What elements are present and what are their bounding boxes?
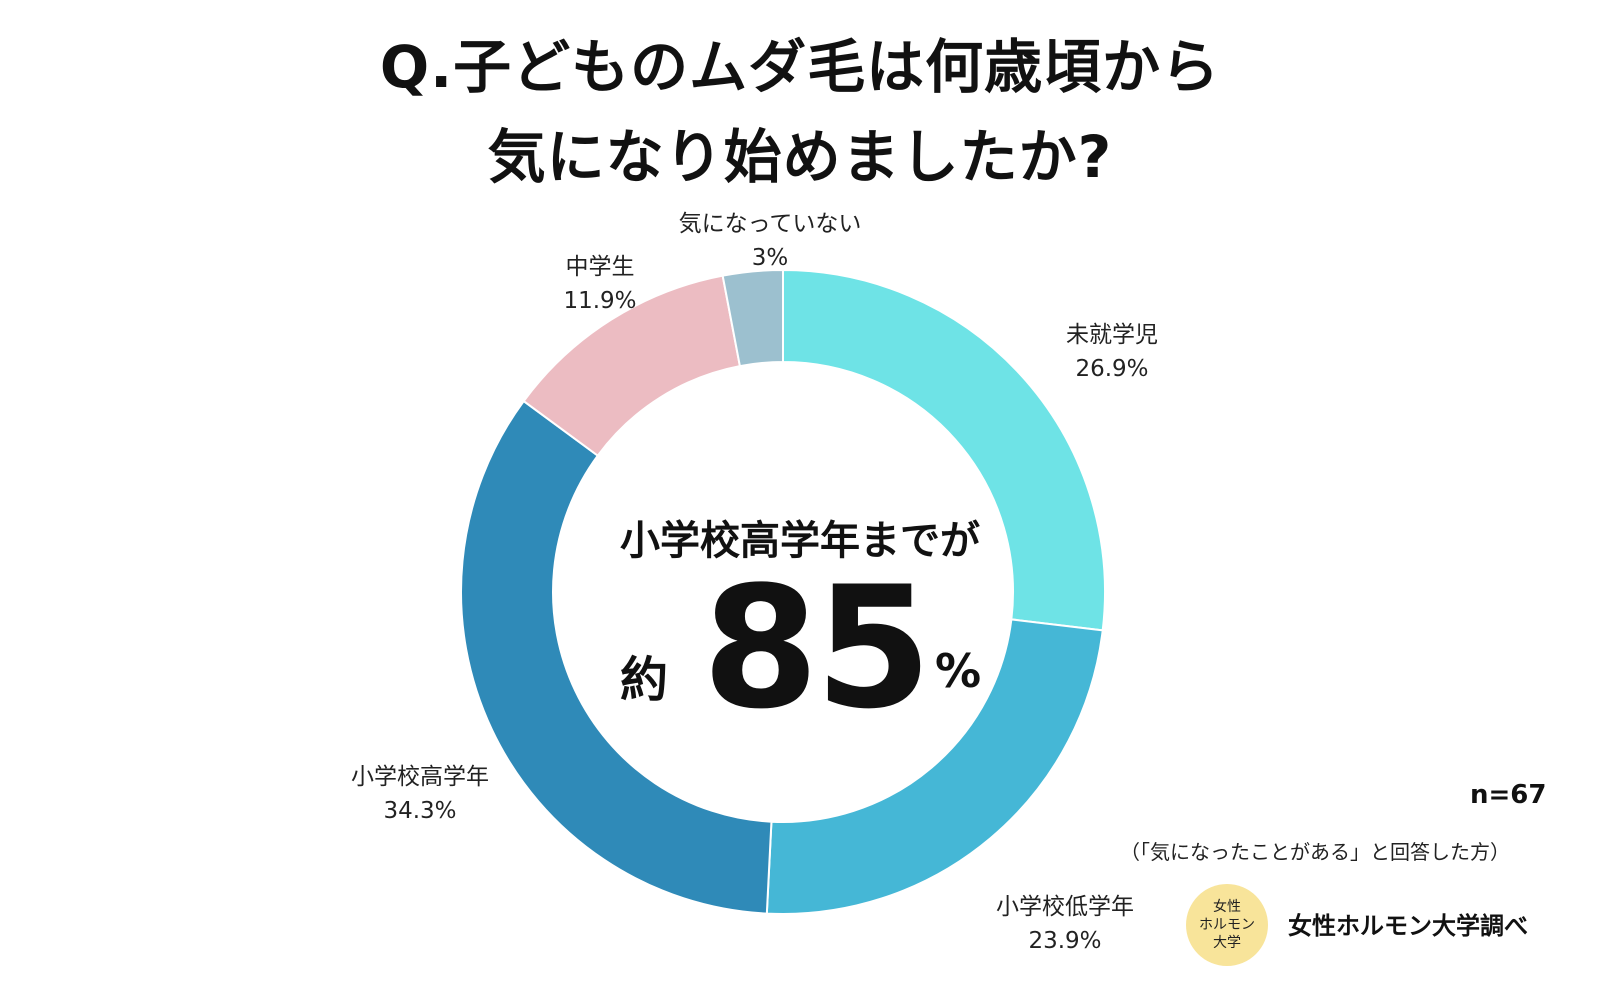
slice-label-value: 34.3% (383, 798, 457, 824)
slice-label-category: 小学校低学年 (996, 894, 1134, 920)
center-suffix: % (935, 644, 982, 698)
sample-size: n=67 (1470, 780, 1547, 810)
source-logo-badge: 女性 ホルモン 大学 (1186, 884, 1268, 966)
chart-title-line1: Q.子どものムダ毛は何歳頃から (379, 33, 1221, 101)
chart-title: Q.子どものムダ毛は何歳頃から 気になり始めましたか? (0, 22, 1600, 202)
slice-label-value: 26.9% (1075, 356, 1149, 382)
slice-label-category: 気になっていない (678, 211, 862, 237)
slice-label-upper-elementary: 小学校高学年 34.3% (335, 760, 505, 828)
center-headline: 小学校高学年までが (620, 518, 980, 564)
slice-label-lower-elementary: 小学校低学年 23.9% (980, 890, 1150, 958)
center-value: 85 (702, 550, 932, 746)
slice-label-category: 中学生 (565, 254, 635, 280)
slice-label-value: 23.9% (1028, 928, 1102, 954)
slice-label-value: 11.9% (563, 288, 637, 314)
respondents-note: （「気になったことがある」と回答した方） (1120, 840, 1510, 864)
slice-label-value: 3% (751, 245, 789, 271)
badge-line: 大学 (1213, 935, 1241, 951)
source-credit: 女性ホルモン大学調べ (1288, 912, 1528, 940)
slice-label-not-concerned: 気になっていない 3% (660, 207, 880, 275)
slice-label-junior-high: 中学生 11.9% (540, 250, 660, 318)
slice-upper-elementary (460, 399, 773, 915)
chart-title-line2: 気になり始めましたか? (487, 123, 1113, 191)
center-prefix: 約 (620, 652, 669, 708)
badge-line: ホルモン (1199, 917, 1255, 933)
slice-lower-elementary (765, 618, 1104, 915)
slice-label-category: 小学校高学年 (351, 764, 489, 790)
slice-not-concerned (721, 268, 784, 368)
slice-pre-school (782, 268, 1106, 632)
slice-label-category: 未就学児 (1066, 322, 1158, 348)
slice-label-pre-school: 未就学児 26.9% (1032, 318, 1192, 386)
badge-line: 女性 (1213, 899, 1241, 915)
